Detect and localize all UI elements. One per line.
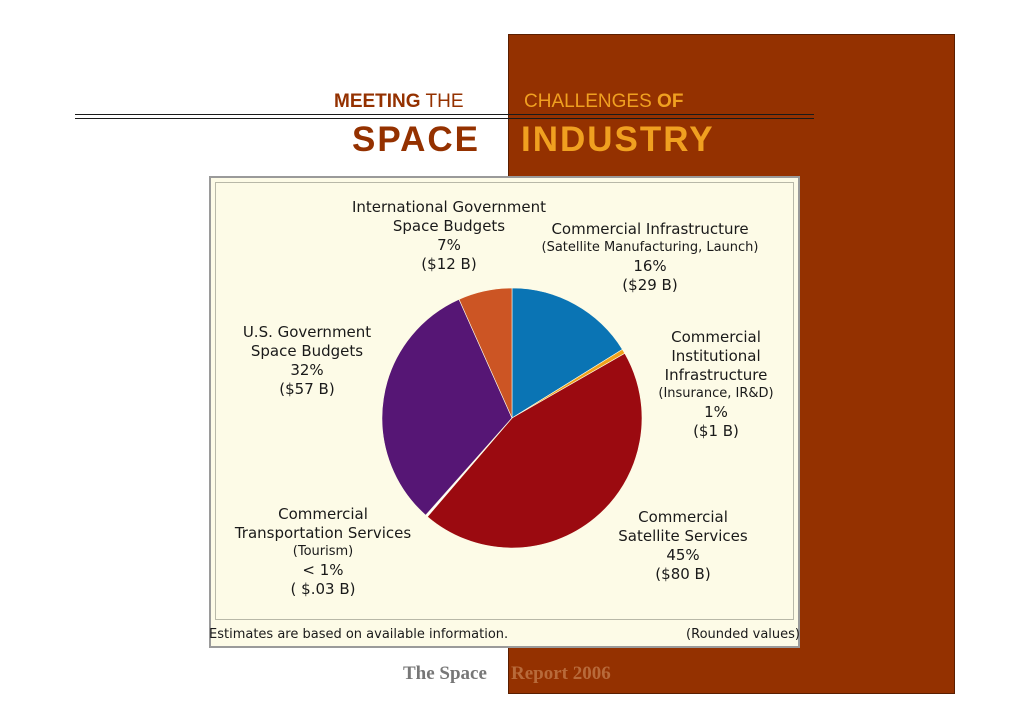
label-text: ($29 B) [622, 276, 678, 294]
label-text: < 1% [302, 561, 344, 579]
label-commercial-transportation: Commercial Transportation Services (Tour… [235, 505, 411, 599]
label-text: ($12 B) [421, 255, 477, 273]
label-text: ($1 B) [693, 422, 739, 440]
title-space: SPACE [352, 120, 480, 159]
title-rule-left-bottom [75, 118, 508, 119]
label-text: Space Budgets [250, 342, 364, 360]
label-text: Infrastructure [664, 366, 768, 384]
label-text: ($80 B) [655, 565, 711, 583]
label-text: 1% [704, 403, 728, 421]
label-commercial-infrastructure: Commercial Infrastructure (Satellite Man… [542, 220, 759, 295]
label-text: U.S. Government [242, 323, 372, 341]
slice-international-government [458, 287, 513, 419]
chart-inner-border [215, 182, 794, 620]
label-text: (Insurance, IR&D) [658, 386, 774, 401]
label-text: (Tourism) [292, 544, 354, 559]
title-rule-left-top [75, 114, 508, 115]
title-industry: INDUSTRY [521, 120, 715, 159]
label-text: Transportation Services [234, 524, 412, 542]
credit-report-2006: Report 2006 [511, 663, 611, 684]
label-text: Commercial Infrastructure [551, 220, 749, 238]
title-line1-left: MEETING THE [334, 91, 464, 112]
title-rule-right-bottom [508, 118, 814, 119]
label-text: Commercial [638, 508, 728, 526]
label-commercial-satellite-services: Commercial Satellite Services 45% ($80 B… [618, 508, 747, 584]
credit-the-space: The Space [403, 663, 487, 684]
label-text: ( $.03 B) [290, 580, 356, 598]
slice-commercial-satellite-services [426, 352, 643, 549]
label-text: 32% [290, 361, 324, 379]
label-text: Satellite Services [618, 527, 748, 545]
title-rule-right-top [508, 114, 814, 115]
label-text: ($57 B) [279, 380, 335, 398]
slice-commercial-infrastructure [511, 287, 623, 419]
label-text: (Satellite Manufacturing, Launch) [541, 240, 759, 255]
label-text: Commercial [671, 328, 761, 346]
label-text: Institutional [671, 347, 761, 365]
label-text: 45% [666, 546, 700, 564]
title-line1-right: CHALLENGES OF [524, 91, 684, 112]
label-commercial-institutional: Commercial Institutional Infrastructure … [658, 328, 773, 441]
footnote-rounded: (Rounded values) [686, 627, 800, 642]
slice-us-government [381, 298, 513, 516]
label-text: International Government [351, 198, 547, 216]
label-international-government: International Government Space Budgets 7… [352, 198, 546, 274]
label-us-government: U.S. Government Space Budgets 32% ($57 B… [243, 323, 371, 399]
label-text: Space Budgets [392, 217, 506, 235]
label-text: Commercial [278, 505, 368, 523]
footnote-estimates: Estimates are based on available informa… [209, 627, 509, 642]
label-text: 16% [633, 257, 667, 275]
label-text: 7% [437, 236, 461, 254]
